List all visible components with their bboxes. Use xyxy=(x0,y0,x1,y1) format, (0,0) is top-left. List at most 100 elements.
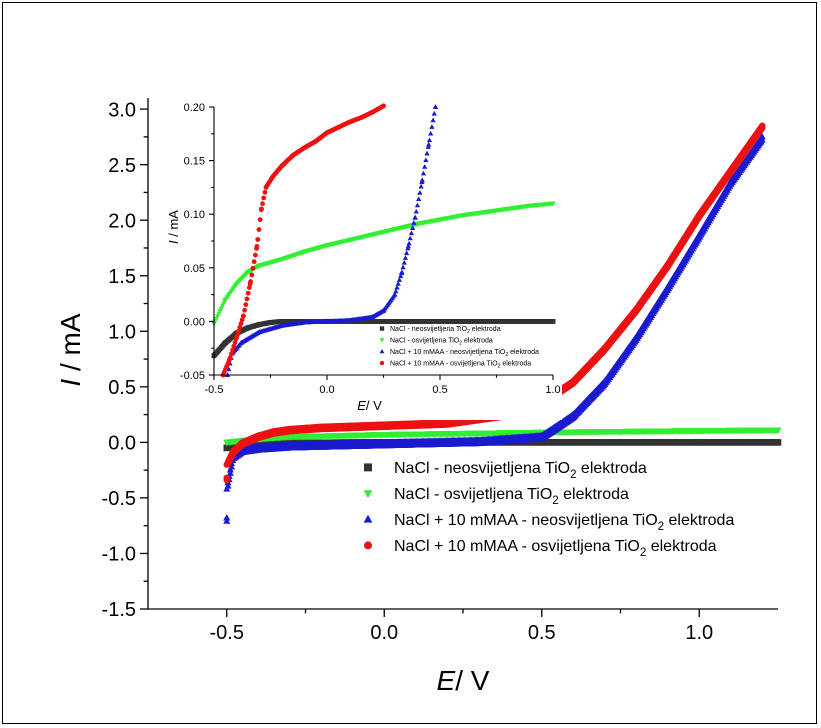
inset-series-3-point xyxy=(424,150,430,156)
inset-series-4-point xyxy=(243,302,249,307)
main-legend-marker-1 xyxy=(364,463,372,472)
inset-series-3-point xyxy=(392,291,398,297)
main-y-tick-label: -0.5 xyxy=(102,488,136,510)
inset-series-3-point xyxy=(398,270,405,276)
inset-series-2-point xyxy=(301,249,308,255)
main-series-3-point xyxy=(223,485,231,492)
inset-series-2-point xyxy=(392,227,398,232)
main-series-4-point xyxy=(349,422,356,429)
main-legend-entry-1: NaCl - neosvijetljena TiO2 elektroda xyxy=(394,460,647,481)
inset-series-4-point xyxy=(230,347,236,353)
inset-series-4-point xyxy=(247,281,253,287)
main-legend-entry-3: NaCl + 10 mMAA - neosvijetljena TiO2 ele… xyxy=(394,512,734,533)
main-x-tick-label: -0.5 xyxy=(210,622,244,644)
inset-series-3 xyxy=(224,104,439,377)
inset-y-tick-label: 0.15 xyxy=(184,156,205,168)
inset-legend-entry-3: NaCl + 10 mMAA - neosvijetljena TiO2 ele… xyxy=(390,349,539,358)
main-series-3-point xyxy=(569,410,577,418)
inset-series-3-point xyxy=(402,255,409,260)
main-series-1-point xyxy=(223,444,230,452)
inset-series-4-point xyxy=(347,119,352,125)
main-series-1-point xyxy=(774,439,782,446)
inset-series-4-point xyxy=(239,317,245,323)
inset-series-3-point xyxy=(417,190,423,195)
inset-series-3-point xyxy=(412,214,418,220)
main-series-4-point xyxy=(601,344,608,352)
inset-series-4-point xyxy=(260,201,265,207)
inset-series-3-point xyxy=(429,124,435,129)
inset-series-4-point xyxy=(262,189,268,195)
inset-series-4-point xyxy=(240,313,246,319)
inset-series-4-point xyxy=(302,145,307,151)
inset-series-3-point xyxy=(432,104,439,109)
main-series-4-point xyxy=(229,448,237,455)
inset-series-4-point xyxy=(335,124,341,130)
inset-series-4-point xyxy=(256,227,262,232)
inset-series-1-point xyxy=(245,325,251,331)
inset-series-2-point xyxy=(346,238,353,243)
inset-series-3-point xyxy=(430,117,436,123)
inset-series-2-point xyxy=(505,206,511,212)
inset-series-3-point xyxy=(413,208,419,214)
inset-series-3-point xyxy=(411,220,417,225)
main-legend-marker-2 xyxy=(363,490,373,498)
main-series-3-point xyxy=(254,443,262,450)
inset-series-4-point xyxy=(358,115,364,121)
inset-series-3-point xyxy=(393,288,399,294)
main-series-4-point xyxy=(727,167,734,174)
inset-series-2-point xyxy=(527,203,534,209)
main-y-tick-label: 3.0 xyxy=(108,99,136,121)
inset-legend-marker-3 xyxy=(379,349,385,354)
inset-series-3-point xyxy=(426,141,432,147)
inset-series-2-point xyxy=(482,210,488,215)
inset-series-3-point xyxy=(407,235,413,241)
main-series-4-point xyxy=(286,425,293,433)
inset-series-3-point xyxy=(422,164,428,169)
inset-series-4-point xyxy=(245,290,251,296)
inset-series-2 xyxy=(211,201,556,327)
inset-series-1-point xyxy=(279,319,285,324)
inset-legend-entry-4: NaCl + 10 mMAA - osvijetljena TiO2 elekt… xyxy=(390,361,531,370)
inset-series-4-point xyxy=(290,152,296,158)
inset-series-2-point xyxy=(414,221,421,227)
main-legend-entry-2: NaCl - osvijetljena TiO2 elektroda xyxy=(394,486,629,507)
inset-legend-marker-2 xyxy=(379,338,385,343)
inset-x-tick-label: -0.5 xyxy=(205,384,224,396)
main-series-4-point xyxy=(239,439,246,446)
main-x-axis-title: E/ V xyxy=(437,665,490,696)
main-series-4-point xyxy=(223,461,230,468)
inset-series-3-point xyxy=(423,157,429,163)
main-series-4-point xyxy=(255,432,262,439)
inset-y-tick-label: 0.05 xyxy=(184,263,205,275)
main-series-4-point xyxy=(664,261,671,268)
inset-series-4-point xyxy=(261,195,267,201)
inset-series-4 xyxy=(220,103,386,378)
inset-series-3-point xyxy=(324,318,330,324)
main-legend-marker-4 xyxy=(364,541,372,550)
inset-series-3-point xyxy=(419,177,425,183)
main-series-3-point xyxy=(758,133,766,140)
inset-series-3-point xyxy=(397,273,404,279)
main-y-tick-label: 2.0 xyxy=(108,210,136,232)
main-series-2-point xyxy=(223,439,231,447)
main-legend-entry-4: NaCl + 10 mMAA - osvijetljena TiO2 elekt… xyxy=(394,538,717,559)
main-series-4-point xyxy=(381,421,388,428)
inset-series-2-point xyxy=(245,270,251,275)
inset-series-4-point xyxy=(255,237,261,242)
main-series-4-point xyxy=(223,474,230,482)
main-series-4-point xyxy=(318,423,325,431)
inset-background xyxy=(170,96,562,420)
inset-series-4-point xyxy=(252,252,258,258)
inset-series-4-point xyxy=(238,321,244,326)
main-series-3-point xyxy=(475,436,483,443)
inset-series-4-point xyxy=(263,185,269,190)
inset-series-3-point xyxy=(414,202,421,208)
inset-series-4-point xyxy=(229,351,234,357)
inset-series-4-point xyxy=(232,340,238,345)
main-series-2-point xyxy=(695,428,703,435)
main-y-tick-label: 1.5 xyxy=(108,266,136,288)
main-y-tick-label: 0.0 xyxy=(108,433,136,455)
inset-series-4-point xyxy=(270,174,276,180)
inset-series-3-point xyxy=(256,329,262,335)
inset-legend-entry-1: NaCl - neosvijetljena TiO2 elektroda xyxy=(390,326,501,335)
